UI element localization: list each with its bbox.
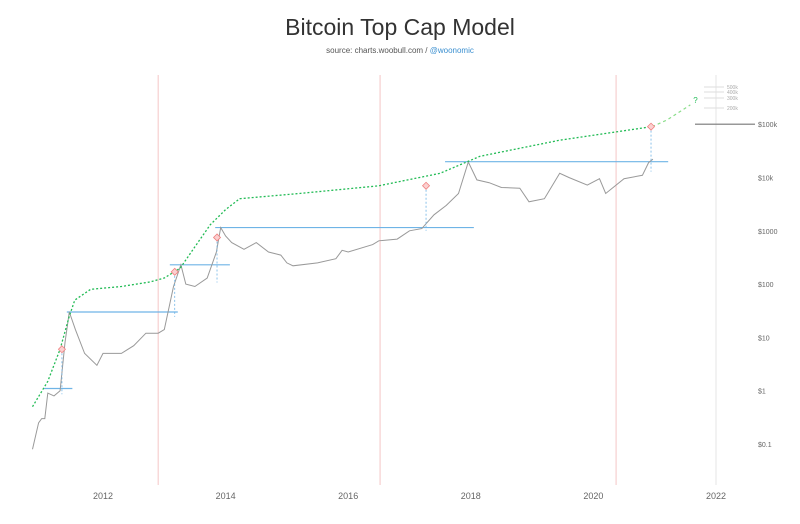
top-marker bbox=[421, 181, 431, 190]
x-tick-label: 2022 bbox=[706, 491, 726, 501]
x-tick-label: 2016 bbox=[338, 491, 358, 501]
chart-subtitle: source: charts.woobull.com / @woonomic bbox=[0, 46, 800, 55]
author-handle-link[interactable]: @woonomic bbox=[429, 46, 474, 55]
x-tick-label: 2014 bbox=[216, 491, 236, 501]
extra-scale-label: 200k bbox=[727, 106, 738, 112]
extra-scale-label: 400k bbox=[727, 90, 738, 96]
y-tick-label: $0.1 bbox=[758, 442, 772, 449]
top-marker bbox=[57, 345, 66, 354]
projection-label: ? bbox=[693, 96, 698, 105]
extra-scale-label: 500k bbox=[727, 85, 738, 91]
x-tick-label: 2012 bbox=[93, 491, 113, 501]
source-text: source: charts.woobull.com / bbox=[326, 46, 428, 55]
y-tick-label: $100k bbox=[758, 122, 778, 129]
top-marker bbox=[646, 122, 656, 131]
top-marker bbox=[170, 267, 179, 276]
x-tick-label: 2020 bbox=[583, 491, 603, 501]
price-line bbox=[32, 158, 654, 450]
y-tick-label: $10k bbox=[758, 176, 774, 183]
y-tick-label: $1 bbox=[758, 389, 766, 396]
top-marker bbox=[212, 233, 222, 242]
top-cap-projection-line bbox=[651, 104, 691, 128]
chart-title: Bitcoin Top Cap Model bbox=[285, 14, 515, 40]
y-tick-label: $10 bbox=[758, 335, 770, 342]
x-tick-label: 2018 bbox=[461, 491, 481, 501]
extra-scale-label: 300k bbox=[727, 96, 738, 102]
top-cap-line bbox=[31, 125, 653, 408]
y-tick-label: $100 bbox=[758, 282, 774, 289]
y-tick-label: $1000 bbox=[758, 229, 778, 236]
